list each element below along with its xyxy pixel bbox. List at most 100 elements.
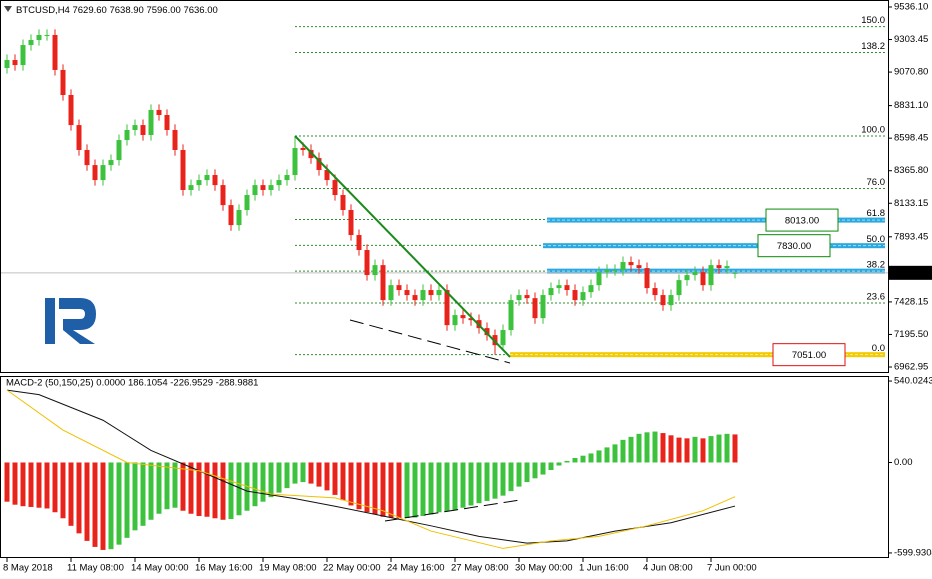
level-label: 7830.00 [777,241,811,252]
header-text: BTCUSD,H4 7629.60 7638.90 7596.00 7636.0… [16,5,218,16]
histogram-bar [76,462,82,534]
histogram-bar [500,462,506,496]
histogram-bar [676,437,682,463]
histogram-bar [212,462,218,519]
histogram-bar [700,438,706,463]
histogram-bar [420,462,426,517]
indicator-panel [0,376,889,558]
logo-stem [45,298,55,344]
histogram-bar [36,462,42,508]
candle-body [436,290,442,296]
header: BTCUSD,H4 7629.60 7638.90 7596.00 7636.0… [4,5,218,16]
histogram-bar [564,460,570,463]
histogram-bar [84,462,90,541]
histogram-bar [172,462,178,508]
histogram-bar [164,462,170,510]
fib-label: 76.0 [867,177,886,188]
level-label-box [772,343,846,367]
candle-body [580,292,586,301]
candle-body [68,94,74,126]
candle-body [276,180,282,186]
histogram-bar [644,432,650,463]
histogram-bar [340,462,346,501]
candle-body [516,295,522,301]
candle-body [300,148,306,150]
fib-label: 23.6 [867,292,886,303]
candle-body [52,34,58,70]
candle-body [340,195,346,211]
histogram-bar [332,462,338,495]
candle-body [172,129,178,150]
logo-bowl [59,298,96,344]
histogram-bar [108,462,114,550]
y-tick-label: 8831.10 [894,100,928,111]
histogram-bar [708,436,714,463]
candle-body [732,272,738,274]
candle-body [652,288,658,296]
candle-body [188,185,194,190]
histogram-bar [308,462,314,484]
quote-open: 7629.60 [72,5,106,16]
histogram-bar [412,462,418,518]
divergence-line [384,499,521,522]
fib-label: 138.2 [861,41,885,52]
histogram-bar [580,455,586,463]
candle-body [292,148,298,176]
histogram-bar [532,462,538,479]
histogram-bar [92,462,98,547]
histogram-bar [156,462,162,514]
candle-body [684,275,690,281]
candle-body [124,129,130,141]
candle-body [444,290,450,326]
indicator-title: MACD-2 (50,150,25) 0.0000 186.1054 -226.… [6,378,258,389]
candle-body [612,270,618,272]
histogram-bar [476,462,482,504]
y2-tick-label: 540.0243 [894,376,932,387]
y-tick-label: 9070.80 [894,67,928,78]
x-tick-label: 30 May 00:00 [515,563,573,574]
candle-body [452,315,458,326]
candle-body [220,185,226,206]
y-tick-label: 7428.15 [894,296,928,307]
fib-label: 50.0 [867,234,886,245]
y-tick-label: 8598.45 [894,133,928,144]
histogram-bar [724,433,730,463]
histogram-bar [396,462,402,519]
candle-body [708,265,714,286]
candle-body [180,149,186,190]
histogram-bar [628,436,634,463]
current-price-box [888,265,932,280]
histogram-bar [124,462,130,538]
histogram-bar [12,462,18,505]
y-tick-label: 7195.50 [894,329,928,340]
candle-body [332,180,338,196]
candle-body [268,185,274,190]
candle-body [364,250,370,276]
quote-high: 7638.90 [109,5,143,16]
candle-body [84,149,90,166]
histogram-bar [684,438,690,463]
histogram-bar [636,433,642,463]
candle-body [460,315,466,319]
histogram-bar [660,433,666,463]
candle-body [724,266,730,269]
candle-body [204,175,210,181]
candle-body [540,295,546,319]
fib-label: 150.0 [861,15,885,26]
level-band [547,217,885,223]
histogram-bar [716,434,722,463]
candle-body [716,265,722,269]
x-tick-label: 1 Jun 16:00 [579,563,629,574]
candle-body [236,210,242,226]
histogram-bar [100,462,106,550]
histogram-bar [604,447,610,463]
histogram-bar [572,457,578,463]
histogram-bar [436,462,442,513]
price-panel [0,0,889,373]
candle-body [468,318,474,321]
x-tick-label: 11 May 08:00 [67,563,124,574]
level-band [547,268,885,274]
histogram-bar [28,462,34,507]
